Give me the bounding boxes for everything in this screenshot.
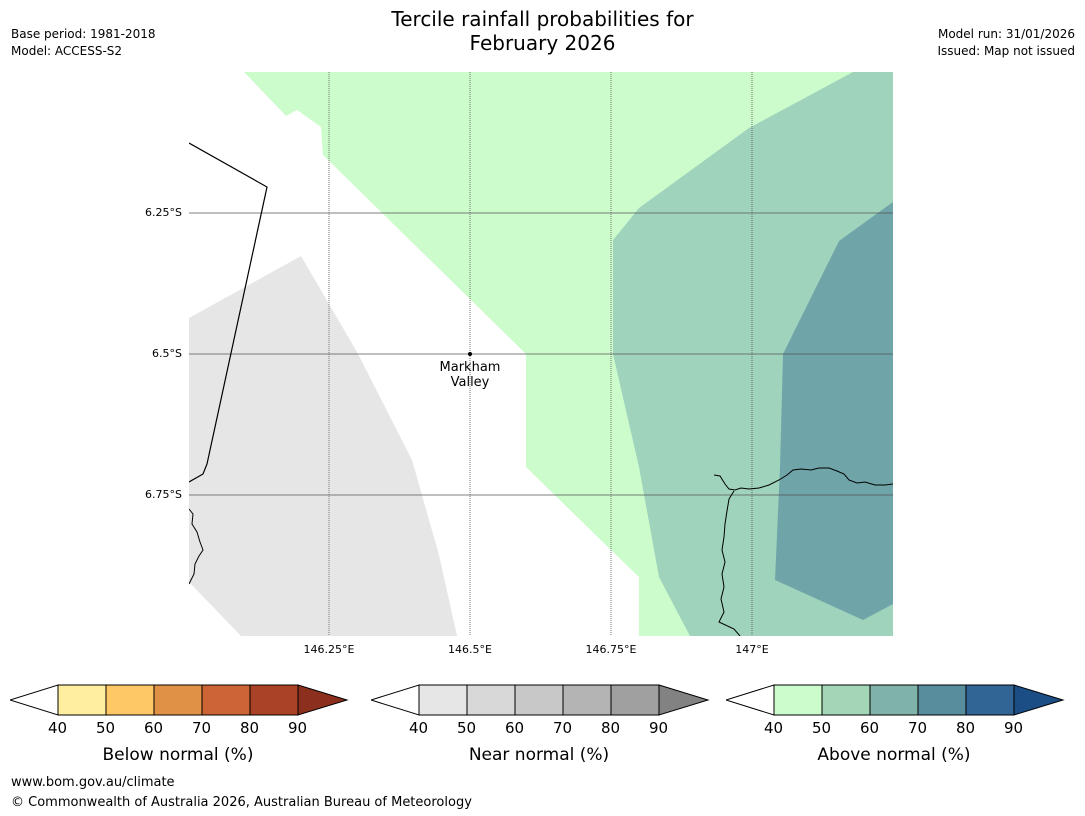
colorbar-tick: 40 xyxy=(764,719,784,737)
lon-tick-label: 146.5°E xyxy=(448,643,492,656)
model-run-text: Model run: 31/01/2026 xyxy=(937,27,1075,41)
colorbar-swatch xyxy=(418,684,468,716)
colorbar-tick: 70 xyxy=(553,719,573,737)
colorbar-swatch xyxy=(514,684,564,716)
river-line xyxy=(718,490,741,636)
colorbar-max-arrow xyxy=(1013,684,1065,716)
colorbar-swatch xyxy=(201,684,251,716)
colorbar-swatch xyxy=(773,684,823,716)
near-normal-title: Near normal (%) xyxy=(468,745,610,765)
colorbar-swatch xyxy=(917,684,967,716)
colorbar-tick: 40 xyxy=(48,719,68,737)
lat-tick-label: 6.75°S xyxy=(145,488,182,501)
colorbar-swatch xyxy=(57,684,107,716)
above-normal-60-region xyxy=(775,202,893,620)
markham-valley-marker[interactable] xyxy=(468,352,472,356)
colorbar-tick: 90 xyxy=(649,719,669,737)
colorbar-tick: 60 xyxy=(144,719,164,737)
colorbar-swatch xyxy=(869,684,919,716)
markham-valley-label: Markham Valley xyxy=(425,360,515,390)
header-right-info: Model run: 31/01/2026 Issued: Map not is… xyxy=(937,26,1075,60)
base-period-text: Base period: 1981-2018 xyxy=(11,27,156,41)
rainfall-map[interactable] xyxy=(189,72,893,636)
lon-tick-label: 147°E xyxy=(735,643,769,656)
colorbar-tick: 60 xyxy=(505,719,525,737)
colorbar-tick: 70 xyxy=(908,719,928,737)
colorbar-min-arrow xyxy=(10,684,59,716)
colorbar-swatch xyxy=(153,684,203,716)
header-left-info: Base period: 1981-2018 Model: ACCESS-S2 xyxy=(11,26,156,60)
near-normal-region xyxy=(189,256,457,636)
colorbar-max-arrow xyxy=(658,684,710,716)
above-normal-colorbar xyxy=(726,684,1065,716)
model-text: Model: ACCESS-S2 xyxy=(11,44,123,58)
place-name-line-1: Markham xyxy=(439,360,501,375)
below-normal-title: Below normal (%) xyxy=(102,745,254,765)
colorbar-tick: 50 xyxy=(96,719,116,737)
title-line-2: February 2026 xyxy=(469,31,616,55)
colorbar-tick: 50 xyxy=(812,719,832,737)
lon-tick-label: 146.25°E xyxy=(303,643,355,656)
colorbar-swatch xyxy=(965,684,1015,716)
colorbar-tick: 90 xyxy=(288,719,308,737)
colorbar-tick: 40 xyxy=(409,719,429,737)
boundary-line xyxy=(189,142,268,483)
colorbar-swatch xyxy=(821,684,871,716)
footer-copyright: © Commonwealth of Australia 2026, Austra… xyxy=(11,795,472,810)
colorbar-tick: 50 xyxy=(457,719,477,737)
above-normal-title: Above normal (%) xyxy=(817,745,971,765)
colorbar-tick: 60 xyxy=(860,719,880,737)
colorbar-tick: 70 xyxy=(192,719,212,737)
colorbar-tick: 90 xyxy=(1004,719,1024,737)
below-normal-colorbar xyxy=(10,684,349,716)
colorbar-max-arrow xyxy=(297,684,349,716)
coastline-west xyxy=(189,508,204,585)
colorbar-swatch xyxy=(562,684,612,716)
colorbar-tick: 80 xyxy=(601,719,621,737)
issued-text: Issued: Map not issued xyxy=(937,44,1075,58)
lon-tick-label: 146.75°E xyxy=(585,643,637,656)
colorbar-tick: 80 xyxy=(240,719,260,737)
colorbar-tick: 80 xyxy=(956,719,976,737)
footer-url-link[interactable]: www.bom.gov.au/climate xyxy=(11,775,175,790)
lat-tick-label: 6.5°S xyxy=(152,347,182,360)
colorbar-min-arrow xyxy=(726,684,775,716)
place-name-line-2: Valley xyxy=(450,375,490,390)
colorbar-swatch xyxy=(610,684,660,716)
colorbar-tick-row: 40 50 60 70 80 90 40 50 60 70 80 90 40 5… xyxy=(0,719,1085,739)
title-line-1: Tercile rainfall probabilities for xyxy=(391,7,694,31)
map-title: Tercile rainfall probabilities for Febru… xyxy=(0,7,1085,55)
near-normal-colorbar xyxy=(371,684,710,716)
colorbar-min-arrow xyxy=(371,684,420,716)
colorbar-swatch xyxy=(105,684,155,716)
colorbar-swatch xyxy=(249,684,299,716)
colorbar-swatch xyxy=(466,684,516,716)
lat-tick-label: 6.25°S xyxy=(145,206,182,219)
coastline-east xyxy=(713,467,893,491)
